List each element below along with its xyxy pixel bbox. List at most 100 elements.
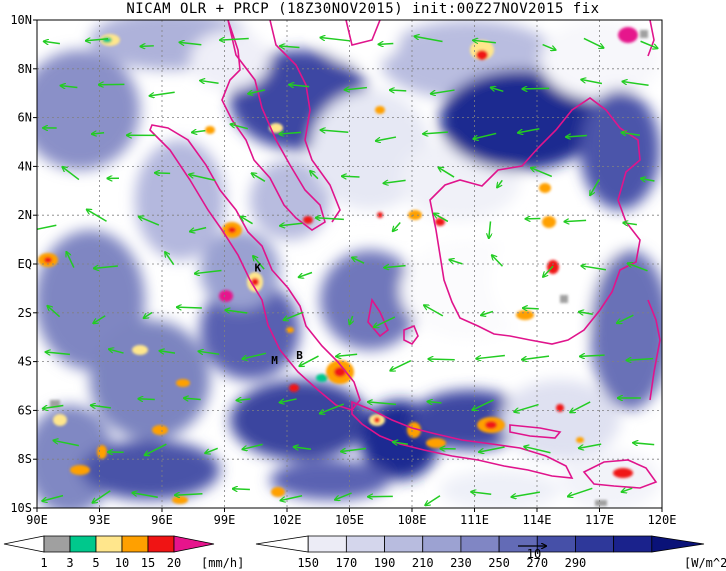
wind-arrow: [109, 349, 124, 354]
wind-arrow: [628, 263, 648, 272]
lat-tick-label: 6S: [18, 403, 32, 417]
wind-arrow: [581, 266, 607, 271]
wind-arrow: [581, 80, 603, 85]
coastlines: [149, 20, 661, 489]
wind-arrow: [284, 311, 304, 320]
wind-arrow: [144, 311, 153, 319]
wind-arrow: [376, 136, 397, 141]
olr-colorbar-swatch: [575, 535, 615, 553]
wind-arrow: [289, 85, 310, 87]
wind-arrow: [481, 310, 494, 315]
wind-arrow: [379, 43, 394, 44]
lat-tick-label: 2N: [18, 208, 32, 222]
wind-arrow: [165, 252, 175, 266]
wind-arrow: [42, 494, 64, 501]
wind-arrow: [93, 315, 106, 323]
wind-arrow: [623, 223, 637, 225]
wind-arrow: [138, 399, 155, 400]
wind-arrow: [253, 256, 265, 270]
wind-arrow: [518, 128, 540, 133]
wind-arrow: [279, 132, 302, 134]
wind-arrow: [233, 489, 250, 490]
wind-arrow: [280, 46, 300, 48]
olr-colorbar: 150 170 190 210 230 250 270 290 [W/m^2] 10: [255, 535, 726, 570]
olr-colorbar-swatch: [384, 535, 424, 553]
wind-arrow: [390, 90, 407, 91]
olr-colorbar-swatch: [307, 535, 347, 553]
olr-colorbar-swatch: [651, 535, 705, 553]
precip-colorbar-swatch: [121, 535, 149, 553]
wind-arrow: [294, 447, 312, 449]
wind-arrow: [622, 82, 649, 87]
wind-arrow: [252, 173, 266, 182]
wind-arrow: [424, 305, 444, 317]
wind-arrow: [522, 88, 550, 89]
wind-arrow: [570, 401, 591, 412]
wind-arrow: [184, 398, 201, 399]
olr-colorbar-unit: [W/m^2]: [684, 556, 726, 570]
precip-colorbar-tick: 15: [141, 556, 155, 570]
wind-arrow: [543, 265, 554, 277]
lon-tick-label: 90E: [26, 513, 48, 527]
coast-thailand-west: [269, 20, 341, 223]
olr-colorbar-tick: 230: [450, 556, 472, 570]
wind-arrow: [342, 176, 360, 177]
precip-colorbar-tick: 3: [66, 556, 73, 570]
wind-arrow: [390, 360, 412, 371]
wind-arrow: [473, 132, 497, 138]
wind-arrow: [476, 354, 505, 358]
place-label: M: [271, 354, 278, 367]
coast-java: [351, 400, 574, 479]
wind-arrow: [180, 42, 202, 44]
lon-tick-label: 108E: [398, 513, 427, 527]
wind-arrow: [497, 179, 503, 187]
wind-arrow: [189, 174, 216, 182]
wind-arrow: [320, 38, 350, 42]
precip-colorbar-tick: 5: [92, 556, 99, 570]
coast-vietnam: [345, 20, 381, 46]
coast-madura: [509, 424, 562, 439]
wind-arrow: [37, 224, 57, 231]
wind-arrow: [622, 488, 633, 492]
olr-colorbar-swatch: [422, 535, 462, 553]
wind-arrow: [94, 266, 118, 268]
lon-tick-label: 120E: [648, 513, 677, 527]
wind-arrow: [640, 40, 658, 48]
wind-arrow: [242, 352, 267, 359]
precip-colorbar-swatch: [95, 535, 123, 553]
wind-arrow: [190, 226, 207, 232]
wind-arrow: [175, 494, 203, 495]
wind-arrow: [225, 310, 248, 314]
wind-arrow: [641, 179, 655, 181]
lon-tick-label: 102E: [273, 513, 302, 527]
wind-arrow: [195, 269, 222, 274]
lat-tick-label: 4N: [18, 159, 32, 173]
wind-arrow: [192, 131, 206, 133]
map-title: NICAM OLR + PRCP (18Z30NOV2015) init:00Z…: [126, 1, 600, 17]
wind-arrow: [62, 167, 80, 181]
wind-arrow: [431, 89, 455, 94]
lon-tick-label: 99E: [214, 513, 236, 527]
precip-colorbar-unit: [mm/h]: [201, 556, 244, 570]
coast-malay-peninsula: [221, 20, 326, 231]
precip-colorbar-swatch: [69, 535, 97, 553]
wind-arrow: [583, 37, 604, 47]
wind-arrow: [434, 214, 449, 223]
wind-arrow: [622, 133, 640, 136]
wind-arrow: [617, 314, 634, 323]
wind-arrow: [47, 306, 61, 318]
wind-arrow: [280, 223, 303, 226]
place-label: K: [255, 261, 262, 274]
precip-colorbar-tick: 1: [40, 556, 47, 570]
olr-colorbar-swatch: [613, 535, 653, 553]
wind-arrow: [524, 447, 551, 454]
wind-arrow: [472, 399, 494, 410]
wind-arrow: [237, 399, 251, 400]
olr-colorbar-swatch: [460, 535, 500, 553]
coast-sulawesi: [647, 20, 655, 57]
wind-arrow: [299, 271, 313, 277]
wind-arrow: [160, 351, 176, 353]
lon-tick-label: 117E: [585, 513, 614, 527]
olr-colorbar-tick: 170: [336, 556, 358, 570]
